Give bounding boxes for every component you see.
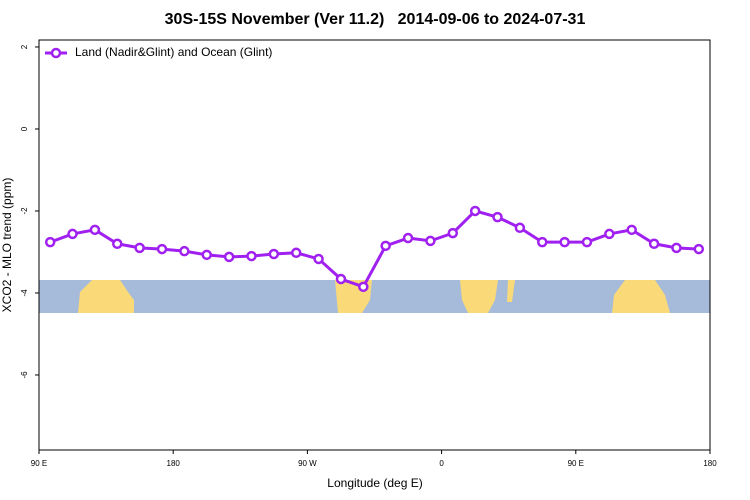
data-point xyxy=(581,236,593,248)
data-point xyxy=(402,232,414,244)
data-point xyxy=(89,224,101,236)
data-point xyxy=(425,235,436,247)
y-tick-label: 0 xyxy=(20,126,29,131)
data-point xyxy=(290,247,302,259)
data-point xyxy=(514,222,526,234)
data-point xyxy=(559,236,570,248)
data-point xyxy=(44,236,56,248)
chart-title: 30S-15S November (Ver 11.2) 2014-09-06 t… xyxy=(165,11,586,28)
data-point xyxy=(626,224,637,236)
series-line xyxy=(49,209,699,289)
x-tick-label: 90 W xyxy=(298,459,317,468)
data-point xyxy=(492,211,503,223)
y-tick-label: -2 xyxy=(20,207,29,215)
data-point xyxy=(469,205,481,217)
data-point xyxy=(246,250,257,262)
y-tick-label: -4 xyxy=(20,289,29,297)
data-point xyxy=(179,245,190,257)
data-point xyxy=(671,242,682,254)
y-tick-label: 2 xyxy=(20,44,29,49)
data-point xyxy=(134,242,145,254)
data-point xyxy=(201,249,212,261)
data-point xyxy=(223,251,235,263)
x-axis-label: Longitude (deg E) xyxy=(327,476,422,490)
data-point xyxy=(648,238,660,250)
x-tick-label: 180 xyxy=(703,459,717,468)
data-point xyxy=(313,253,324,265)
data-point xyxy=(335,273,347,285)
data-point xyxy=(67,228,78,240)
map-strip xyxy=(39,280,710,313)
data-point xyxy=(268,248,280,260)
legend-marker xyxy=(50,47,62,59)
y-axis-label: XCO2 - MLO trend (ppm) xyxy=(0,178,14,313)
x-tick-label: 90 E xyxy=(568,459,584,468)
data-point xyxy=(537,236,548,248)
x-tick-label: 180 xyxy=(167,459,181,468)
x-tick-label: 90 E xyxy=(31,459,47,468)
data-point xyxy=(358,281,369,293)
data-point xyxy=(447,227,459,239)
legend-label: Land (Nadir&Glint) and Ocean (Glint) xyxy=(75,45,272,59)
data-point xyxy=(604,228,615,240)
data-point xyxy=(380,240,391,252)
y-tick-label: -6 xyxy=(20,371,29,379)
plot-frame xyxy=(38,39,711,451)
data-point xyxy=(156,243,168,255)
data-point xyxy=(112,238,123,250)
data-point xyxy=(693,243,705,255)
x-tick-label: 0 xyxy=(439,459,444,468)
